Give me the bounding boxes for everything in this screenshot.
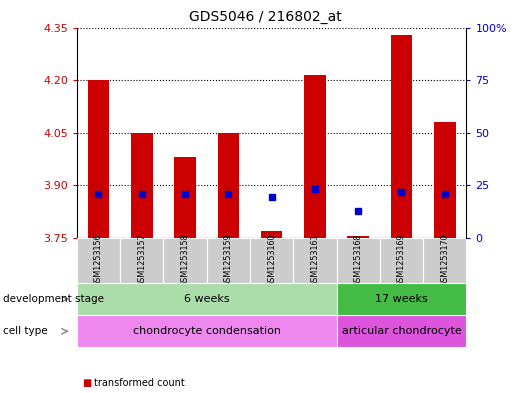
Text: GSM1253158: GSM1253158 [181, 233, 190, 287]
Bar [131, 132, 153, 238]
Bar [87, 80, 109, 238]
Bar [337, 238, 380, 283]
Text: GSM1253170: GSM1253170 [440, 233, 449, 287]
Text: GSM1253168: GSM1253168 [354, 233, 363, 287]
Text: GSM1253159: GSM1253159 [224, 233, 233, 287]
Bar [120, 238, 163, 283]
Text: GSM1253161: GSM1253161 [311, 233, 320, 287]
Bar [304, 75, 326, 238]
Text: GSM1253156: GSM1253156 [94, 233, 103, 287]
Text: ■: ■ [83, 378, 92, 388]
Text: 6 weeks: 6 weeks [184, 294, 229, 304]
Bar [217, 132, 239, 238]
Bar [77, 283, 337, 315]
Text: development stage: development stage [3, 294, 104, 304]
Text: GSM1253157: GSM1253157 [137, 233, 146, 287]
Bar [337, 283, 466, 315]
Bar [174, 157, 196, 238]
Bar [423, 238, 466, 283]
Text: articular chondrocyte: articular chondrocyte [342, 326, 461, 336]
Bar [293, 238, 337, 283]
Bar [391, 35, 412, 238]
Text: GSM1253160: GSM1253160 [267, 233, 276, 287]
Text: 17 weeks: 17 weeks [375, 294, 428, 304]
Bar [347, 236, 369, 238]
Bar [434, 122, 456, 238]
Bar [77, 315, 337, 347]
Bar [337, 315, 466, 347]
Bar [250, 238, 293, 283]
Bar [261, 231, 282, 238]
Bar [380, 238, 423, 283]
Bar [163, 238, 207, 283]
Text: chondrocyte condensation: chondrocyte condensation [132, 326, 281, 336]
Text: cell type: cell type [3, 326, 47, 336]
Bar [207, 238, 250, 283]
Bar [77, 238, 120, 283]
Text: GDS5046 / 216802_at: GDS5046 / 216802_at [189, 10, 341, 24]
Text: transformed count: transformed count [94, 378, 184, 388]
Text: GSM1253169: GSM1253169 [397, 233, 406, 287]
